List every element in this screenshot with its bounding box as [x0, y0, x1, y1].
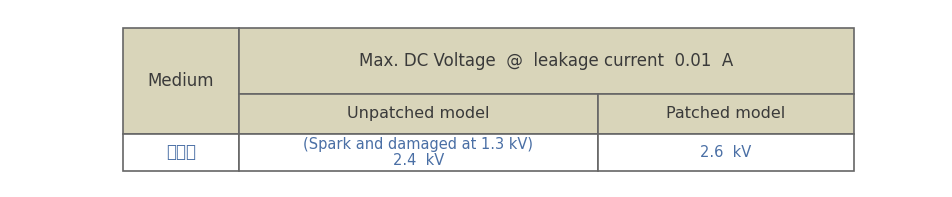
Bar	[597, 94, 853, 134]
Text: Unpatched model: Unpatched model	[347, 106, 489, 121]
Bar	[123, 134, 239, 171]
Text: 절연체: 절연체	[166, 143, 195, 161]
Bar	[123, 28, 239, 134]
Text: Max. DC Voltage  @  leakage current  0.01  A: Max. DC Voltage @ leakage current 0.01 A	[359, 52, 733, 70]
Text: Medium: Medium	[148, 72, 214, 90]
Text: (Spark and damaged at 1.3 kV): (Spark and damaged at 1.3 kV)	[303, 137, 533, 151]
Text: Patched model: Patched model	[665, 106, 784, 121]
Bar	[597, 134, 853, 171]
Bar	[239, 28, 853, 94]
Text: 2.4  kV: 2.4 kV	[392, 153, 444, 168]
Bar	[239, 134, 597, 171]
Bar	[239, 94, 597, 134]
Text: 2.6  kV: 2.6 kV	[700, 145, 751, 160]
